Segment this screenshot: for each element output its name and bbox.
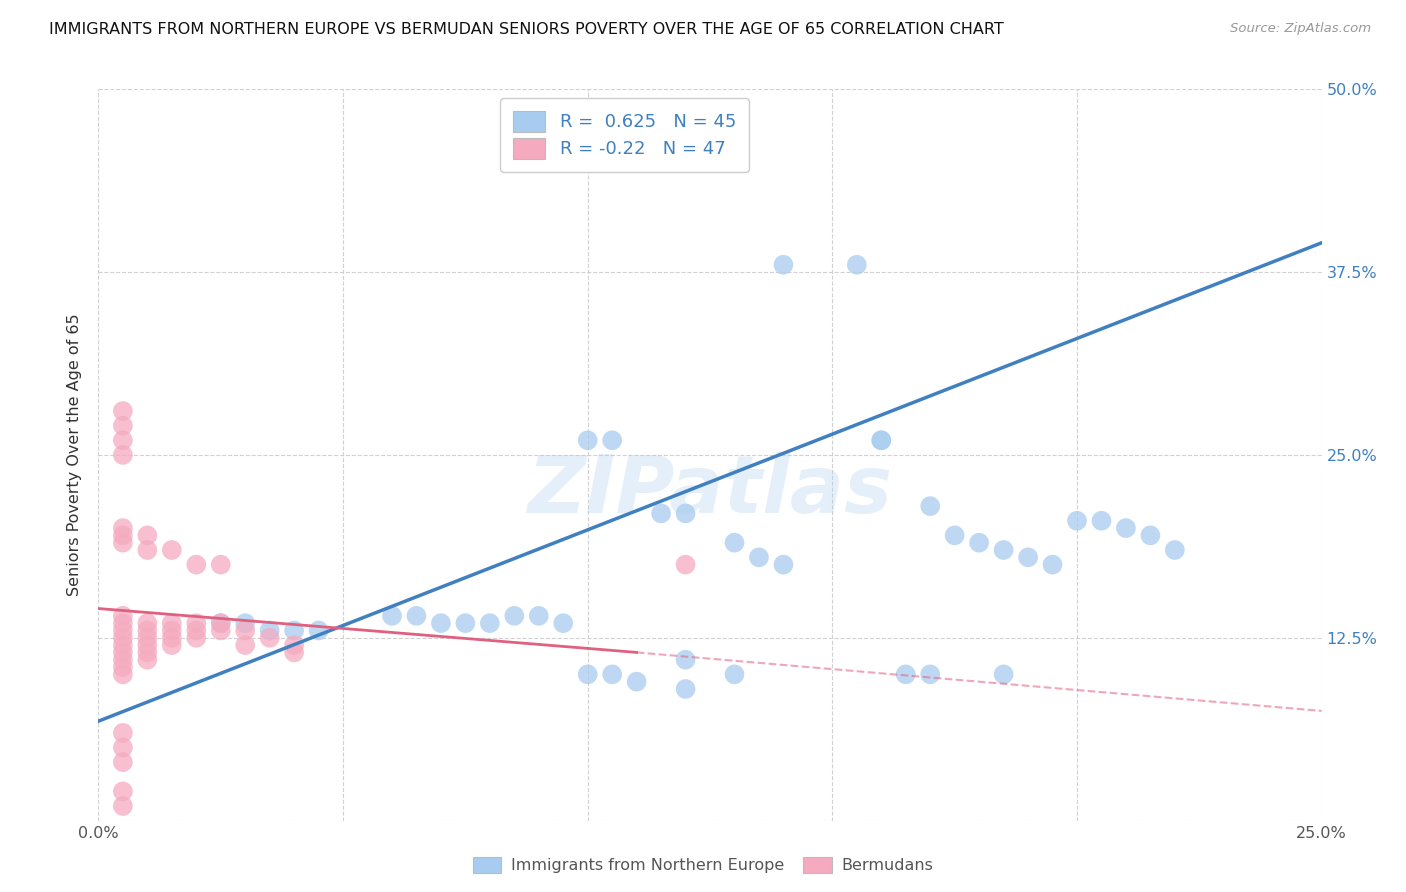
Point bbox=[650, 507, 672, 521]
Text: IMMIGRANTS FROM NORTHERN EUROPE VS BERMUDAN SENIORS POVERTY OVER THE AGE OF 65 C: IMMIGRANTS FROM NORTHERN EUROPE VS BERMU… bbox=[49, 22, 1004, 37]
Point bbox=[111, 784, 134, 798]
Point bbox=[111, 799, 134, 814]
Point bbox=[111, 448, 134, 462]
Point bbox=[209, 558, 232, 572]
Point bbox=[111, 624, 134, 638]
Point bbox=[111, 521, 134, 535]
Point bbox=[283, 624, 305, 638]
Point bbox=[209, 616, 232, 631]
Point bbox=[675, 507, 697, 521]
Point bbox=[233, 616, 256, 631]
Point bbox=[136, 528, 159, 542]
Point bbox=[111, 755, 134, 769]
Point bbox=[111, 667, 134, 681]
Point bbox=[430, 616, 453, 631]
Point bbox=[111, 740, 134, 755]
Point bbox=[111, 404, 134, 418]
Point bbox=[576, 434, 599, 448]
Point bbox=[209, 624, 232, 638]
Point bbox=[160, 616, 183, 631]
Point bbox=[675, 681, 697, 696]
Point bbox=[111, 608, 134, 623]
Point bbox=[626, 674, 648, 689]
Point bbox=[967, 535, 990, 549]
Point bbox=[186, 558, 208, 572]
Point bbox=[111, 638, 134, 652]
Point bbox=[723, 535, 745, 549]
Point bbox=[136, 638, 159, 652]
Point bbox=[553, 616, 575, 631]
Point bbox=[503, 608, 526, 623]
Point bbox=[111, 418, 134, 433]
Y-axis label: Seniors Poverty Over the Age of 65: Seniors Poverty Over the Age of 65 bbox=[67, 314, 83, 596]
Point bbox=[748, 550, 770, 565]
Point bbox=[111, 631, 134, 645]
Point bbox=[576, 667, 599, 681]
Text: Source: ZipAtlas.com: Source: ZipAtlas.com bbox=[1230, 22, 1371, 36]
Point bbox=[600, 667, 623, 681]
Point bbox=[209, 616, 232, 631]
Point bbox=[870, 434, 893, 448]
Point bbox=[1139, 528, 1161, 542]
Point bbox=[478, 616, 501, 631]
Legend: R =  0.625   N = 45, R = -0.22   N = 47: R = 0.625 N = 45, R = -0.22 N = 47 bbox=[501, 98, 749, 171]
Point bbox=[920, 499, 942, 513]
Point bbox=[283, 645, 305, 659]
Point bbox=[894, 667, 917, 681]
Point bbox=[870, 434, 893, 448]
Point bbox=[1066, 514, 1088, 528]
Point bbox=[111, 660, 134, 674]
Point bbox=[136, 645, 159, 659]
Point bbox=[160, 543, 183, 558]
Point bbox=[160, 638, 183, 652]
Point bbox=[1090, 514, 1112, 528]
Point bbox=[111, 434, 134, 448]
Point bbox=[943, 528, 966, 542]
Point bbox=[1115, 521, 1137, 535]
Point bbox=[405, 608, 427, 623]
Point bbox=[111, 616, 134, 631]
Point bbox=[136, 631, 159, 645]
Point bbox=[136, 543, 159, 558]
Point bbox=[381, 608, 404, 623]
Point bbox=[308, 624, 330, 638]
Point bbox=[259, 631, 281, 645]
Point bbox=[186, 624, 208, 638]
Point bbox=[111, 535, 134, 549]
Point bbox=[233, 638, 256, 652]
Point bbox=[233, 624, 256, 638]
Point bbox=[772, 258, 794, 272]
Point bbox=[675, 653, 697, 667]
Point bbox=[454, 616, 477, 631]
Point bbox=[186, 616, 208, 631]
Point bbox=[111, 653, 134, 667]
Point bbox=[675, 558, 697, 572]
Point bbox=[136, 616, 159, 631]
Point bbox=[186, 631, 208, 645]
Point bbox=[993, 543, 1015, 558]
Point bbox=[160, 631, 183, 645]
Legend: Immigrants from Northern Europe, Bermudans: Immigrants from Northern Europe, Bermuda… bbox=[467, 850, 939, 880]
Point bbox=[259, 624, 281, 638]
Point bbox=[993, 667, 1015, 681]
Point bbox=[600, 434, 623, 448]
Point bbox=[772, 558, 794, 572]
Point bbox=[845, 258, 868, 272]
Point bbox=[111, 726, 134, 740]
Point bbox=[111, 528, 134, 542]
Point bbox=[111, 645, 134, 659]
Text: ZIPatlas: ZIPatlas bbox=[527, 452, 893, 531]
Point bbox=[136, 653, 159, 667]
Point bbox=[1164, 543, 1187, 558]
Point bbox=[527, 608, 550, 623]
Point bbox=[1042, 558, 1064, 572]
Point bbox=[1017, 550, 1039, 565]
Point bbox=[920, 667, 942, 681]
Point bbox=[723, 667, 745, 681]
Point bbox=[650, 133, 672, 147]
Point bbox=[283, 638, 305, 652]
Point bbox=[160, 624, 183, 638]
Point bbox=[136, 624, 159, 638]
